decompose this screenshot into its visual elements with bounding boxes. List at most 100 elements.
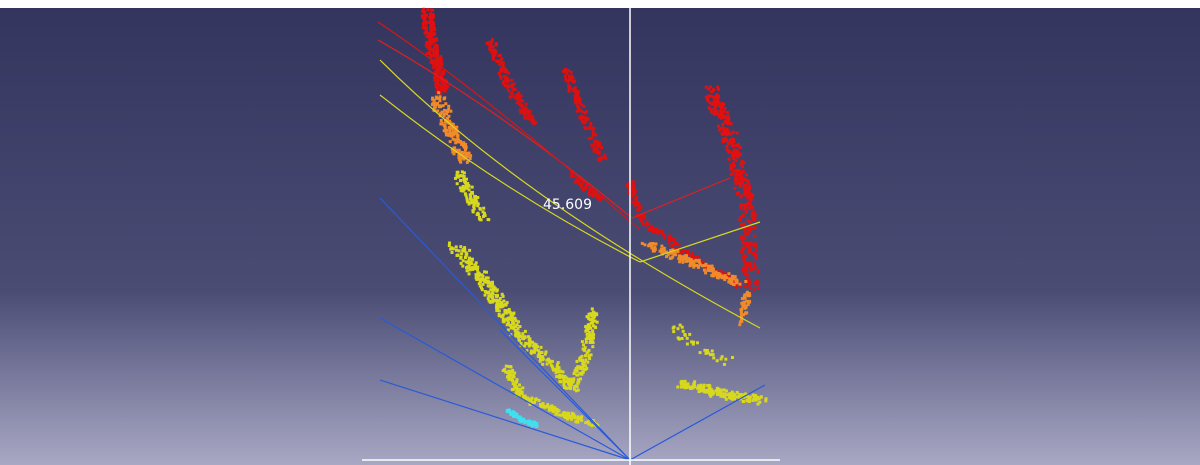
- cloud-point: [499, 75, 502, 78]
- cloud-point: [527, 335, 530, 338]
- cloud-point: [633, 204, 636, 207]
- cloud-point: [554, 369, 557, 372]
- cloud-point: [448, 126, 451, 129]
- cloud-point: [729, 396, 732, 399]
- cloud-point: [733, 187, 736, 190]
- cloud-point: [736, 131, 739, 134]
- cloud-point: [510, 79, 513, 82]
- cloud-point: [710, 108, 713, 111]
- cloud-point: [596, 149, 599, 152]
- cloud-point: [442, 104, 445, 107]
- cloud-point: [567, 378, 570, 381]
- cloud-point: [521, 332, 524, 335]
- cloud-point: [513, 327, 516, 330]
- cloud-point: [513, 372, 516, 375]
- cloud-point: [505, 365, 508, 368]
- cloud-point: [688, 333, 691, 336]
- cloud-point: [735, 159, 738, 162]
- cad-viewport: 45.609: [0, 0, 1200, 465]
- cloud-point: [678, 338, 681, 341]
- cloud-point: [532, 122, 535, 125]
- cloud-point: [492, 55, 495, 58]
- cloud-point: [424, 16, 427, 19]
- cloud-point: [699, 351, 702, 354]
- cloud-point: [527, 422, 530, 425]
- cloud-point: [585, 341, 588, 344]
- cloud-point: [599, 199, 602, 202]
- cloud-point: [711, 274, 714, 277]
- cloud-point: [585, 326, 588, 329]
- cloud-point: [534, 344, 537, 347]
- cloud-point: [684, 386, 687, 389]
- cloud-point: [525, 103, 528, 106]
- cloud-point: [588, 349, 591, 352]
- cloud-point: [643, 215, 646, 218]
- cloud-point: [530, 119, 533, 122]
- cloud-point: [528, 338, 531, 341]
- cloud-point: [445, 112, 448, 115]
- cloud-point: [511, 320, 514, 323]
- cloud-point: [429, 45, 432, 48]
- cloud-point: [750, 206, 753, 209]
- cloud-point: [429, 27, 432, 30]
- cloud-point: [584, 127, 587, 130]
- cloud-point: [460, 256, 463, 259]
- cloud-point: [676, 386, 679, 389]
- cloud-point: [742, 256, 745, 259]
- cloud-point: [572, 379, 575, 382]
- cloud-point: [478, 273, 481, 276]
- cloud-point: [452, 247, 455, 250]
- cloud-point: [487, 218, 490, 221]
- cloud-point: [578, 97, 581, 100]
- cloud-point: [746, 399, 749, 402]
- cloud-point: [679, 324, 682, 327]
- cloud-point: [583, 348, 586, 351]
- cloud-point: [748, 300, 751, 303]
- cloud-point: [725, 398, 728, 401]
- cloud-point: [590, 144, 593, 147]
- cloud-point: [744, 285, 747, 288]
- cloud-point: [509, 365, 512, 368]
- cloud-point: [591, 332, 594, 335]
- cloud-point: [428, 21, 431, 24]
- cloud-point: [721, 355, 724, 358]
- cloud-point: [526, 117, 529, 120]
- cloud-point: [517, 320, 520, 323]
- cloud-point: [710, 102, 713, 105]
- cloud-point: [568, 88, 571, 91]
- cloud-point: [483, 270, 486, 273]
- cloud-point: [531, 116, 534, 119]
- cloud-point: [678, 254, 681, 257]
- cloud-point: [735, 179, 738, 182]
- cloud-point: [502, 313, 505, 316]
- cloud-point: [471, 186, 474, 189]
- cloud-point: [715, 109, 718, 112]
- cloud-point: [461, 190, 464, 193]
- cloud-point: [512, 312, 515, 315]
- cloud-point: [584, 112, 587, 115]
- cloud-point: [692, 341, 695, 344]
- cloud-point: [751, 193, 754, 196]
- cloud-point: [722, 389, 725, 392]
- cloud-point: [468, 257, 471, 260]
- cloud-point: [555, 411, 558, 414]
- cloud-point: [591, 128, 594, 131]
- cloud-point: [588, 313, 591, 316]
- cloud-point: [519, 109, 522, 112]
- cloud-point: [518, 389, 521, 392]
- cloud-point: [519, 99, 522, 102]
- cloud-point: [755, 395, 758, 398]
- cloud-point: [446, 117, 449, 120]
- cloud-point: [677, 327, 680, 330]
- cloud-point: [466, 154, 469, 157]
- cloud-point: [504, 371, 507, 374]
- cloud-point: [727, 122, 730, 125]
- cloud-point: [588, 357, 591, 360]
- cloud-point: [558, 366, 561, 369]
- cloud-point: [510, 327, 513, 330]
- cloud-point: [431, 13, 434, 16]
- cloud-point: [531, 351, 534, 354]
- cloud-point: [577, 382, 580, 385]
- cloud-point: [511, 95, 514, 98]
- cloud-point: [752, 399, 755, 402]
